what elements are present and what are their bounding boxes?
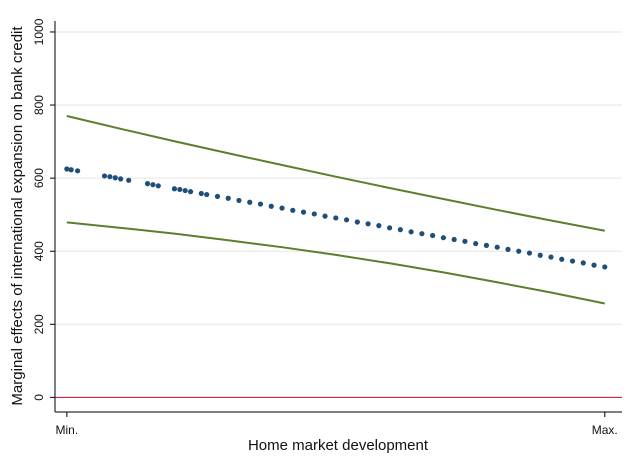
- point: [419, 231, 425, 237]
- point: [290, 207, 296, 213]
- point: [257, 201, 264, 207]
- point: [247, 199, 253, 205]
- point: [451, 236, 457, 243]
- y-tick-label: 1000: [32, 18, 46, 45]
- point: [505, 246, 511, 252]
- point: [112, 175, 118, 181]
- point: [204, 191, 210, 198]
- point: [171, 186, 178, 192]
- point: [236, 197, 242, 204]
- y-tick-label: 400: [32, 241, 46, 261]
- y-axis-title: Marginal effects of international expans…: [9, 26, 26, 406]
- point: [430, 232, 436, 239]
- point: [68, 167, 74, 173]
- point: [107, 174, 113, 180]
- point: [569, 258, 576, 264]
- point: [126, 177, 132, 183]
- point: [118, 176, 124, 182]
- point: [473, 240, 479, 247]
- y-tick-label: 600: [32, 168, 46, 188]
- point: [343, 217, 350, 223]
- point: [376, 223, 382, 229]
- point: [602, 264, 608, 270]
- point: [483, 242, 490, 248]
- point: [397, 227, 403, 233]
- point: [225, 195, 231, 201]
- point: [198, 190, 204, 197]
- y-tick-label: 800: [32, 95, 46, 115]
- point: [311, 211, 317, 217]
- point: [580, 260, 586, 266]
- x-axis-title: Home market development: [248, 437, 429, 454]
- point: [155, 183, 161, 189]
- point: [440, 235, 447, 241]
- point: [74, 168, 81, 174]
- point: [144, 181, 151, 187]
- point: [494, 244, 500, 250]
- point: [150, 182, 156, 188]
- point: [182, 187, 188, 194]
- point: [187, 189, 194, 195]
- point: [408, 229, 414, 235]
- point: [322, 213, 328, 219]
- point: [101, 173, 108, 179]
- point: [354, 219, 360, 225]
- point: [548, 254, 554, 260]
- point: [462, 238, 468, 244]
- point: [387, 225, 393, 231]
- confidence-line: [66, 221, 605, 305]
- point: [279, 205, 285, 211]
- point: [526, 250, 533, 256]
- x-tick-label: Max.: [592, 423, 618, 437]
- point: [300, 209, 307, 215]
- point: [177, 186, 183, 193]
- point: [559, 256, 565, 262]
- confidence-line: [66, 115, 605, 232]
- y-tick-label: 0: [32, 394, 46, 401]
- point: [365, 221, 371, 227]
- point: [516, 248, 522, 254]
- point: [268, 203, 274, 209]
- x-tick-label: Min.: [55, 423, 78, 437]
- point: [214, 193, 221, 200]
- y-tick-label: 200: [32, 314, 46, 334]
- point: [537, 252, 543, 258]
- point: [333, 215, 339, 221]
- point: [64, 166, 70, 172]
- point: [591, 262, 597, 268]
